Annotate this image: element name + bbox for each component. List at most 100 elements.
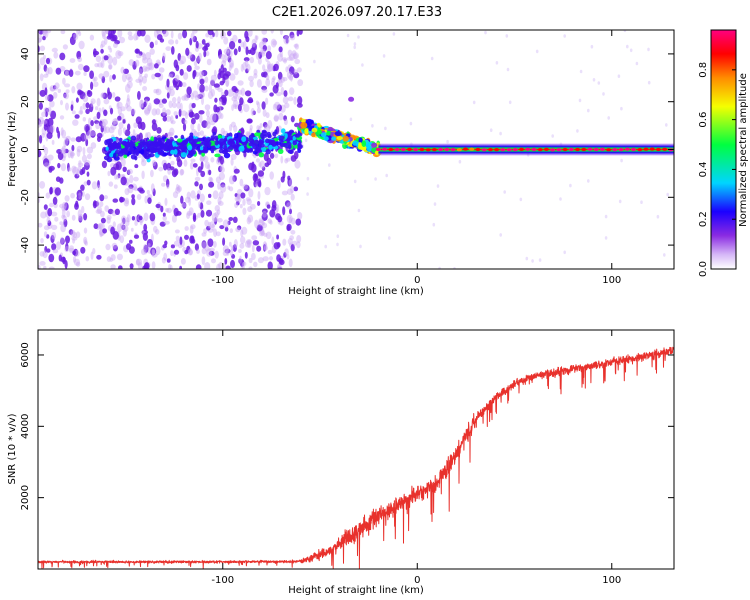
spectral-noise-blob	[215, 176, 221, 184]
spectral-noise-blob	[150, 169, 154, 178]
spectral-noise-blob	[144, 73, 148, 78]
spectral-noise-blob	[261, 166, 266, 172]
spectral-carrier-blob	[481, 148, 487, 152]
spectral-noise-blob	[289, 31, 295, 39]
spectral-noise-blob	[160, 205, 164, 213]
spectral-noise-blob	[201, 247, 207, 255]
spectral-noise-blob	[117, 173, 121, 179]
spectral-noise-blob	[357, 208, 361, 213]
spectral-noise-blob	[172, 78, 179, 86]
spectral-band-blob	[180, 134, 185, 140]
spectral-noise-blob	[290, 115, 295, 123]
spectral-noise-blob	[579, 69, 583, 74]
spectral-noise-blob	[270, 63, 274, 72]
spectral-noise-blob	[51, 224, 58, 230]
spectral-band-blob	[174, 135, 178, 139]
spectral-noise-blob	[72, 238, 76, 244]
spectral-noise-blob	[279, 30, 283, 35]
spectral-carrier-blob	[431, 148, 437, 152]
spectral-noise-blob	[78, 213, 84, 221]
spectral-noise-blob	[247, 206, 253, 213]
spectral-noise-blob	[179, 236, 183, 246]
spectral-noise-blob	[218, 98, 223, 106]
colorbar-label: Normalized spectral amplitude	[738, 73, 749, 227]
spectral-noise-blob	[281, 190, 288, 196]
spectral-noise-blob	[246, 198, 252, 206]
spectral-noise-blob	[179, 81, 183, 88]
spectral-noise-blob	[183, 72, 189, 80]
spectral-noise-blob	[57, 151, 64, 161]
spectral-noise-blob	[68, 229, 74, 235]
spectral-noise-blob	[121, 224, 126, 230]
spectral-noise-blob	[53, 86, 58, 91]
spectral-noise-blob	[92, 200, 97, 209]
spectral-noise-blob	[156, 88, 159, 93]
spectral-band-blob	[280, 143, 285, 147]
spectral-noise-blob	[587, 179, 590, 183]
spectral-noise-blob	[262, 45, 267, 52]
spectral-noise-blob	[263, 244, 267, 252]
spectral-noise-blob	[267, 249, 273, 255]
spectral-noise-blob	[133, 122, 138, 129]
spectral-noise-blob	[275, 82, 279, 89]
spectral-arc-blob	[327, 126, 334, 132]
spectral-noise-blob	[192, 163, 198, 168]
spectral-noise-blob	[152, 161, 158, 170]
spectral-noise-blob	[178, 108, 182, 117]
spectral-noise-blob	[306, 192, 309, 196]
spectral-band-blob	[159, 151, 164, 156]
spectral-noise-blob	[151, 160, 157, 167]
spectral-noise-blob	[197, 212, 201, 218]
spectral-noise-blob	[106, 217, 111, 224]
spectral-noise-blob	[145, 52, 152, 60]
spectral-noise-blob	[80, 184, 85, 192]
spectral-noise-blob	[103, 125, 107, 134]
spectral-noise-blob	[126, 105, 132, 112]
spectral-noise-blob	[44, 146, 49, 155]
spectral-noise-blob	[275, 204, 280, 213]
spectral-noise-blob	[194, 95, 200, 101]
spectral-noise-blob	[141, 75, 147, 84]
spectral-noise-blob	[109, 74, 113, 83]
spectral-noise-blob	[135, 116, 142, 125]
spectral-noise-blob	[184, 249, 189, 255]
spectral-noise-blob	[153, 30, 159, 38]
spectral-arc-blob	[361, 140, 367, 147]
spectral-noise-blob	[230, 245, 234, 251]
spectral-noise-blob	[108, 181, 114, 187]
spectral-band-blob	[272, 131, 277, 137]
spectral-noise-blob	[122, 166, 127, 172]
spectral-noise-blob	[294, 43, 299, 50]
spectral-noise-blob	[100, 48, 104, 54]
spectral-noise-blob	[194, 65, 200, 71]
spectral-noise-blob	[208, 193, 212, 198]
spectral-noise-blob	[213, 69, 217, 77]
spectral-noise-blob	[222, 58, 227, 63]
spectral-noise-blob	[43, 231, 48, 238]
spectral-noise-blob	[286, 214, 293, 224]
spectral-noise-blob	[62, 77, 66, 85]
spectral-noise-blob	[162, 212, 166, 217]
spectral-noise-blob	[214, 205, 220, 212]
spectral-noise-blob	[201, 70, 208, 77]
spectral-noise-blob	[61, 205, 67, 212]
spectral-noise-blob	[147, 197, 152, 205]
spectral-noise-blob	[92, 77, 96, 82]
spectral-noise-blob	[90, 98, 96, 105]
spectral-noise-blob	[294, 159, 301, 169]
spectral-band-blob	[129, 143, 136, 147]
spectral-arc-blob	[311, 132, 316, 138]
spectral-noise-blob	[167, 132, 174, 137]
spectral-noise-blob	[164, 240, 168, 246]
spectral-noise-blob	[604, 236, 608, 240]
spectral-noise-blob	[196, 93, 201, 99]
spectral-noise-blob	[238, 45, 241, 53]
spectral-noise-blob	[258, 218, 264, 224]
spectral-noise-blob	[239, 255, 242, 264]
spectral-noise-blob	[96, 206, 103, 214]
spectral-noise-blob	[214, 217, 218, 225]
spectral-noise-blob	[100, 210, 105, 218]
spectral-noise-blob	[245, 197, 251, 202]
spectral-noise-blob	[269, 152, 275, 159]
spectral-noise-blob	[265, 112, 270, 119]
